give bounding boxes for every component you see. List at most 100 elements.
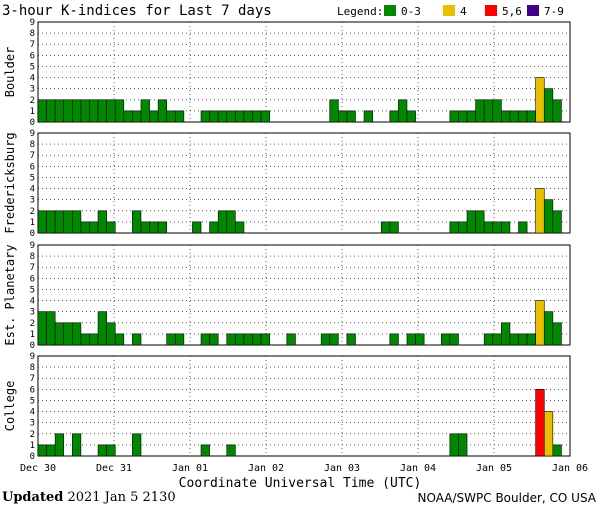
y-tick-label: 7 <box>30 40 35 50</box>
k-index-bar <box>518 110 528 123</box>
k-index-bar <box>226 210 236 234</box>
k-index-bar <box>552 99 562 123</box>
k-index-bar <box>260 110 270 123</box>
k-index-bar <box>518 221 528 234</box>
updated-label: Updated <box>2 490 64 505</box>
y-tick-label: 2 <box>30 430 35 440</box>
k-index-bar <box>46 444 56 457</box>
data-source: NOAA/SWPC Boulder, CO USA <box>417 491 596 505</box>
y-tick-label: 8 <box>30 140 35 150</box>
k-index-bar <box>209 333 219 346</box>
k-index-bar <box>509 333 519 346</box>
k-index-bar <box>63 210 73 234</box>
k-index-bar <box>46 99 56 123</box>
y-tick-label: 6 <box>30 385 35 395</box>
k-index-bar <box>252 110 262 123</box>
k-index-bar <box>106 444 116 457</box>
panels: 0123456789Boulder0123456789Fredericksbur… <box>3 18 571 462</box>
legend: Legend: 0-3 4 5,6 7-9 <box>337 5 564 18</box>
k-index-bar <box>449 221 459 234</box>
y-tick-label: 3 <box>30 196 35 206</box>
y-tick-label: 0 <box>30 341 35 351</box>
y-tick-label: 1 <box>30 330 35 340</box>
station-label: Fredericksburg <box>3 132 17 233</box>
k-index-bar <box>217 210 228 234</box>
y-tick-label: 7 <box>30 151 35 161</box>
y-tick-label: 5 <box>30 285 35 295</box>
y-tick-label: 8 <box>30 29 35 39</box>
k-index-bar <box>543 311 554 346</box>
k-index-bar <box>106 99 116 123</box>
legend-label: 7-9 <box>544 5 564 18</box>
k-index-bar <box>140 221 150 234</box>
k-index-bar <box>466 210 476 234</box>
k-index-bar <box>217 110 228 123</box>
k-index-chart: 3-hour K-indices for Last 7 days Legend:… <box>2 3 588 490</box>
k-index-bar <box>518 333 528 346</box>
k-index-bar <box>226 110 236 123</box>
k-index-bar <box>200 333 210 346</box>
k-index-bar <box>346 110 356 123</box>
k-index-bar <box>37 444 47 457</box>
k-index-bar <box>166 110 176 123</box>
k-index-bar <box>89 333 99 346</box>
k-index-bar <box>501 221 511 234</box>
x-tick-label: Dec 30 <box>20 463 56 474</box>
k-index-bar <box>132 433 142 457</box>
y-tick-label: 0 <box>30 229 35 239</box>
k-index-bar <box>398 99 408 123</box>
k-index-bar <box>543 411 554 457</box>
k-index-bar <box>157 221 168 234</box>
k-index-bar <box>235 221 245 234</box>
legend-swatch <box>384 5 396 16</box>
k-index-bar <box>243 110 253 123</box>
k-index-bar <box>449 433 459 457</box>
k-index-bar <box>346 333 356 346</box>
k-index-bar <box>526 333 536 346</box>
y-tick-label: 9 <box>30 352 35 362</box>
k-index-bar <box>37 99 47 123</box>
station-label: Boulder <box>3 47 17 98</box>
chart-title: 3-hour K-indices for Last 7 days <box>2 3 272 19</box>
k-index-bar <box>475 210 485 234</box>
k-index-bar <box>492 99 502 123</box>
k-index-bar <box>97 444 107 457</box>
y-tick-label: 2 <box>30 207 35 217</box>
k-index-bar <box>72 433 82 457</box>
y-tick-label: 7 <box>30 374 35 384</box>
k-index-bar <box>80 333 90 346</box>
station-label: College <box>3 381 17 432</box>
k-index-bar <box>509 110 519 123</box>
y-tick-label: 9 <box>30 241 35 251</box>
panel-frame <box>37 132 571 234</box>
y-tick-label: 1 <box>30 218 35 228</box>
k-index-bar <box>106 221 116 234</box>
legend-swatch <box>527 5 539 16</box>
k-index-bar <box>501 110 511 123</box>
k-index-bar <box>226 444 236 457</box>
k-index-bar <box>492 221 502 234</box>
k-index-bar <box>166 333 176 346</box>
k-index-bar <box>415 333 425 346</box>
k-index-bar <box>80 99 90 123</box>
k-index-bar <box>114 333 125 346</box>
panel-frame <box>37 244 571 346</box>
y-tick-label: 4 <box>30 185 35 195</box>
y-tick-label: 6 <box>30 274 35 284</box>
x-axis-label: Coordinate Universal Time (UTC) <box>179 476 422 490</box>
k-index-bar <box>449 110 459 123</box>
k-index-bar <box>458 221 468 234</box>
k-index-bar <box>132 210 142 234</box>
k-index-bar <box>329 99 339 123</box>
k-index-bar <box>97 99 107 123</box>
k-index-bar <box>492 333 502 346</box>
y-tick-label: 4 <box>30 74 35 84</box>
station-label: Est. Planetary <box>3 244 17 345</box>
k-index-bar <box>54 433 65 457</box>
k-index-bar <box>200 110 210 123</box>
k-index-bar <box>483 333 494 346</box>
x-tick-label: Dec 31 <box>96 463 132 474</box>
k-index-bar <box>149 110 159 123</box>
y-tick-label: 0 <box>30 452 35 462</box>
